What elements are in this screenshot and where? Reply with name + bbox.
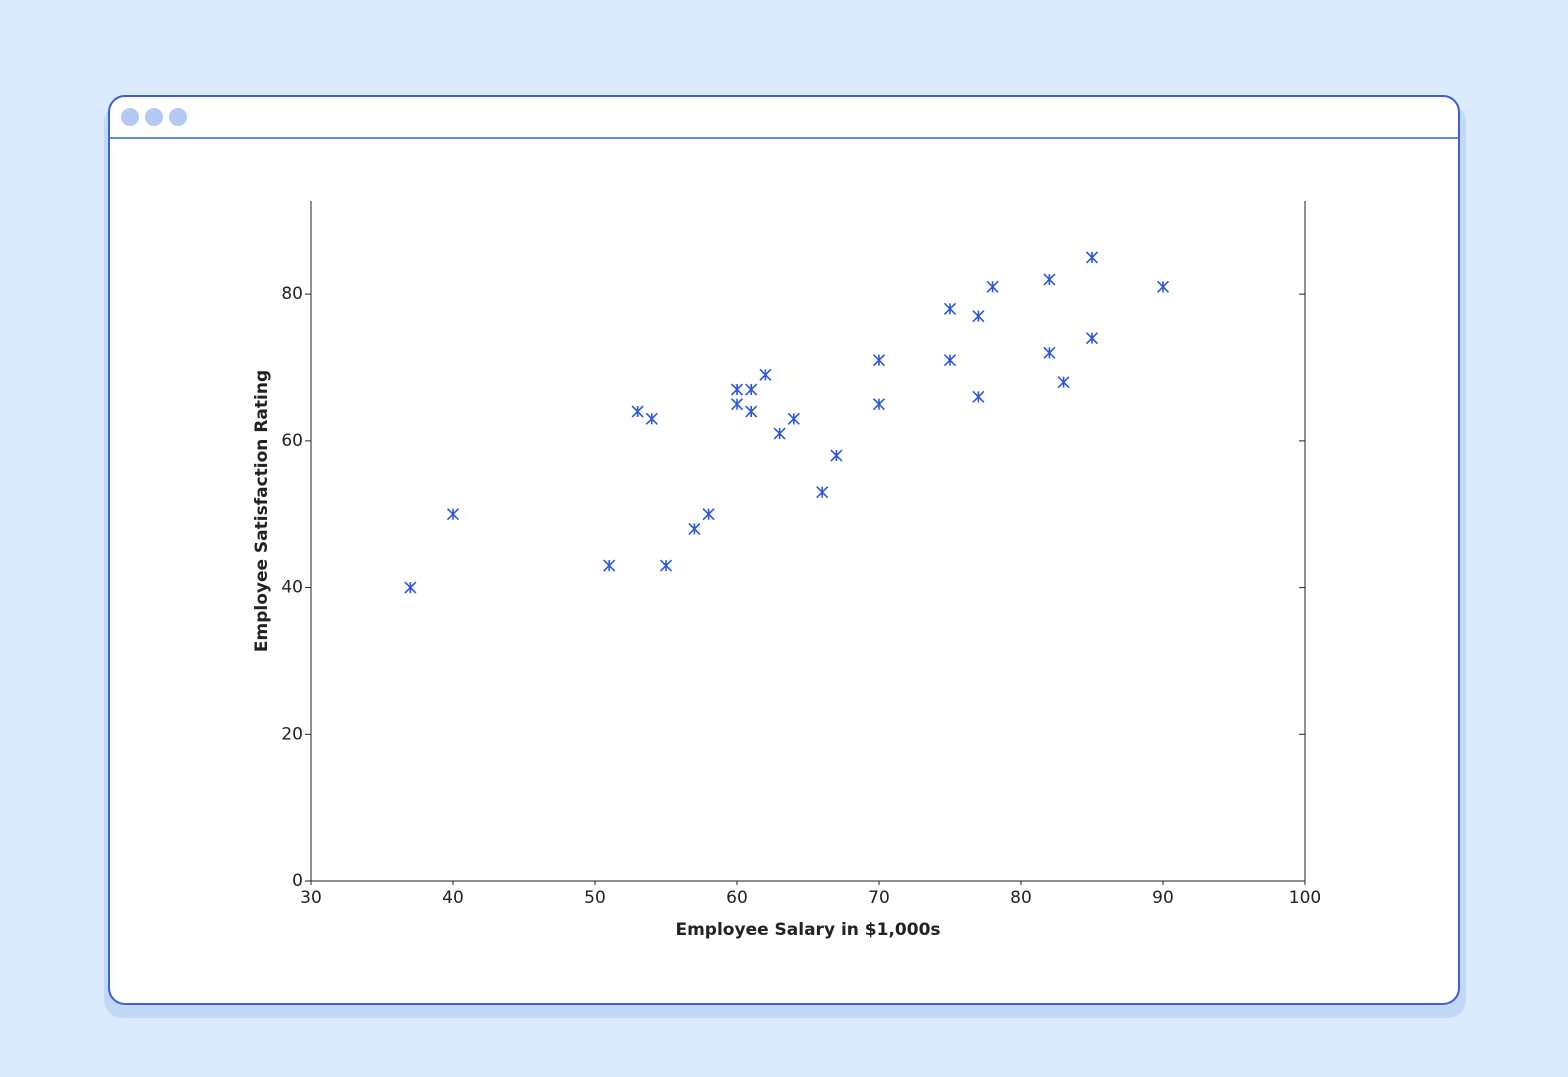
- point: [787, 412, 800, 425]
- y-tick-label: 80: [281, 284, 303, 304]
- point: [830, 449, 843, 462]
- point: [702, 508, 715, 521]
- y-axis-title: Employee Satisfaction Rating: [252, 370, 272, 652]
- x-tick-label: 60: [726, 888, 748, 908]
- y-tick-label: 40: [281, 578, 303, 598]
- point: [972, 390, 985, 403]
- x-tick-label: 30: [300, 888, 322, 908]
- plot: Employee Salary in $1,000s Employee Sati…: [252, 201, 1321, 940]
- x-tick-label: 70: [868, 888, 890, 908]
- point: [872, 354, 886, 367]
- point: [745, 383, 758, 396]
- point: [745, 405, 758, 418]
- point: [1043, 273, 1056, 286]
- point: [1156, 280, 1170, 293]
- point: [645, 412, 658, 425]
- x-axis-title: Employee Salary in $1,000s: [675, 920, 940, 940]
- point: [631, 405, 644, 418]
- point: [759, 368, 772, 381]
- point: [872, 398, 886, 411]
- point: [1085, 332, 1099, 345]
- point: [1043, 346, 1056, 359]
- x-tick-label: 40: [442, 888, 464, 908]
- point: [816, 486, 829, 499]
- point: [1085, 251, 1099, 264]
- x-tick-label: 90: [1152, 888, 1174, 908]
- point: [659, 559, 673, 572]
- x-tick-label: 50: [584, 888, 606, 908]
- y-tick-label: 0: [292, 871, 303, 891]
- point: [943, 354, 957, 367]
- point: [773, 427, 786, 440]
- point: [730, 398, 744, 411]
- window-dot: [145, 108, 163, 126]
- window-dot: [121, 108, 139, 126]
- point: [730, 383, 744, 396]
- window: [108, 95, 1460, 1005]
- y-tick-label: 20: [281, 724, 303, 744]
- point: [404, 581, 417, 594]
- point: [1057, 376, 1070, 389]
- point: [688, 522, 701, 535]
- x-tick-label: 80: [1010, 888, 1032, 908]
- y-tick-label: 60: [281, 431, 303, 451]
- point: [943, 302, 957, 315]
- point: [986, 280, 999, 293]
- point: [972, 310, 985, 323]
- point: [446, 508, 460, 521]
- point: [603, 559, 616, 572]
- window-dot: [169, 108, 187, 126]
- x-tick-label: 100: [1289, 888, 1321, 908]
